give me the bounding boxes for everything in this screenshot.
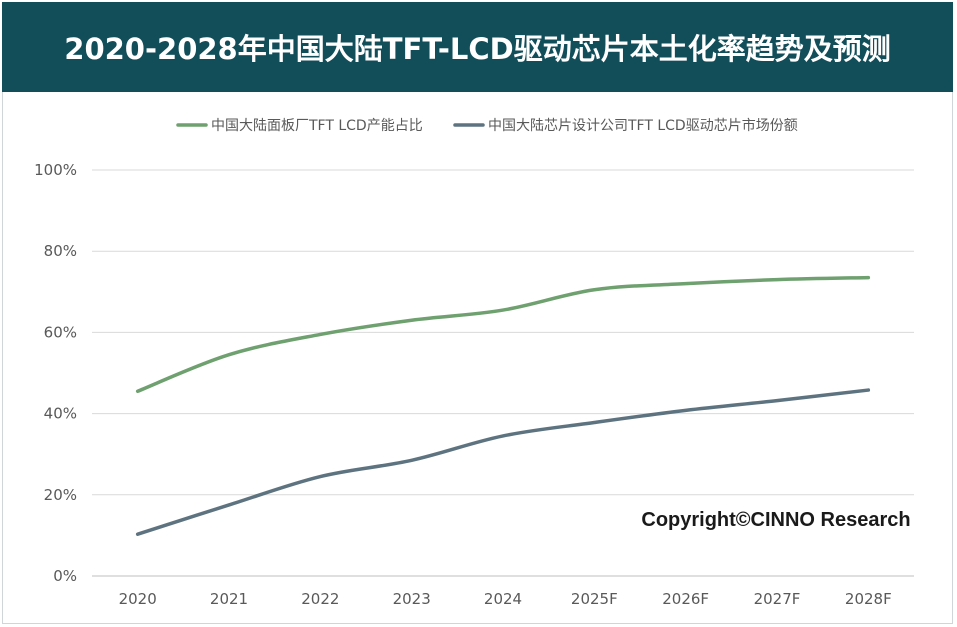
chart-title: 2020-2028年中国大陆TFT-LCD驱动芯片本土化率趋势及预测	[64, 32, 891, 66]
series-line-2	[135, 388, 871, 536]
x-tick-label: 2026F	[662, 590, 709, 608]
series-lines	[135, 275, 871, 536]
copyright-watermark: Copyright©CINNO Research	[641, 509, 910, 531]
y-tick-label: 80%	[44, 242, 77, 260]
y-tick-label: 100%	[34, 161, 77, 179]
x-tick-label: 2024	[484, 590, 522, 608]
gridlines	[92, 169, 914, 577]
title-bar: 2020-2028年中国大陆TFT-LCD驱动芯片本土化率趋势及预测	[2, 2, 953, 92]
legend-label: 中国大陆芯片设计公司TFT LCD驱动芯片市场份额	[488, 117, 798, 134]
y-tick-label: 40%	[44, 405, 77, 423]
y-tick-label: 20%	[44, 486, 77, 504]
y-tick-label: 0%	[53, 567, 77, 585]
x-tick-label: 2020	[119, 590, 157, 608]
x-tick-label: 2023	[393, 590, 431, 608]
legend: 中国大陆面板厂TFT LCD产能占比 中国大陆芯片设计公司TFT LCD驱动芯片市…	[176, 117, 798, 134]
legend-label: 中国大陆面板厂TFT LCD产能占比	[211, 118, 423, 134]
x-axis: 2020 2021 2022 2023 2024 2025F 2026F 2027F 2028F	[119, 590, 892, 608]
y-tick-label: 60%	[44, 323, 77, 341]
x-tick-label: 2022	[301, 590, 339, 608]
y-axis: 0% 20% 40% 60% 80% 100%	[34, 161, 77, 585]
series-line-1	[135, 275, 871, 394]
x-tick-label: 2021	[210, 590, 248, 608]
x-tick-label: 2025F	[571, 590, 618, 608]
x-tick-label: 2027F	[754, 590, 801, 608]
x-tick-label: 2028F	[845, 590, 892, 608]
